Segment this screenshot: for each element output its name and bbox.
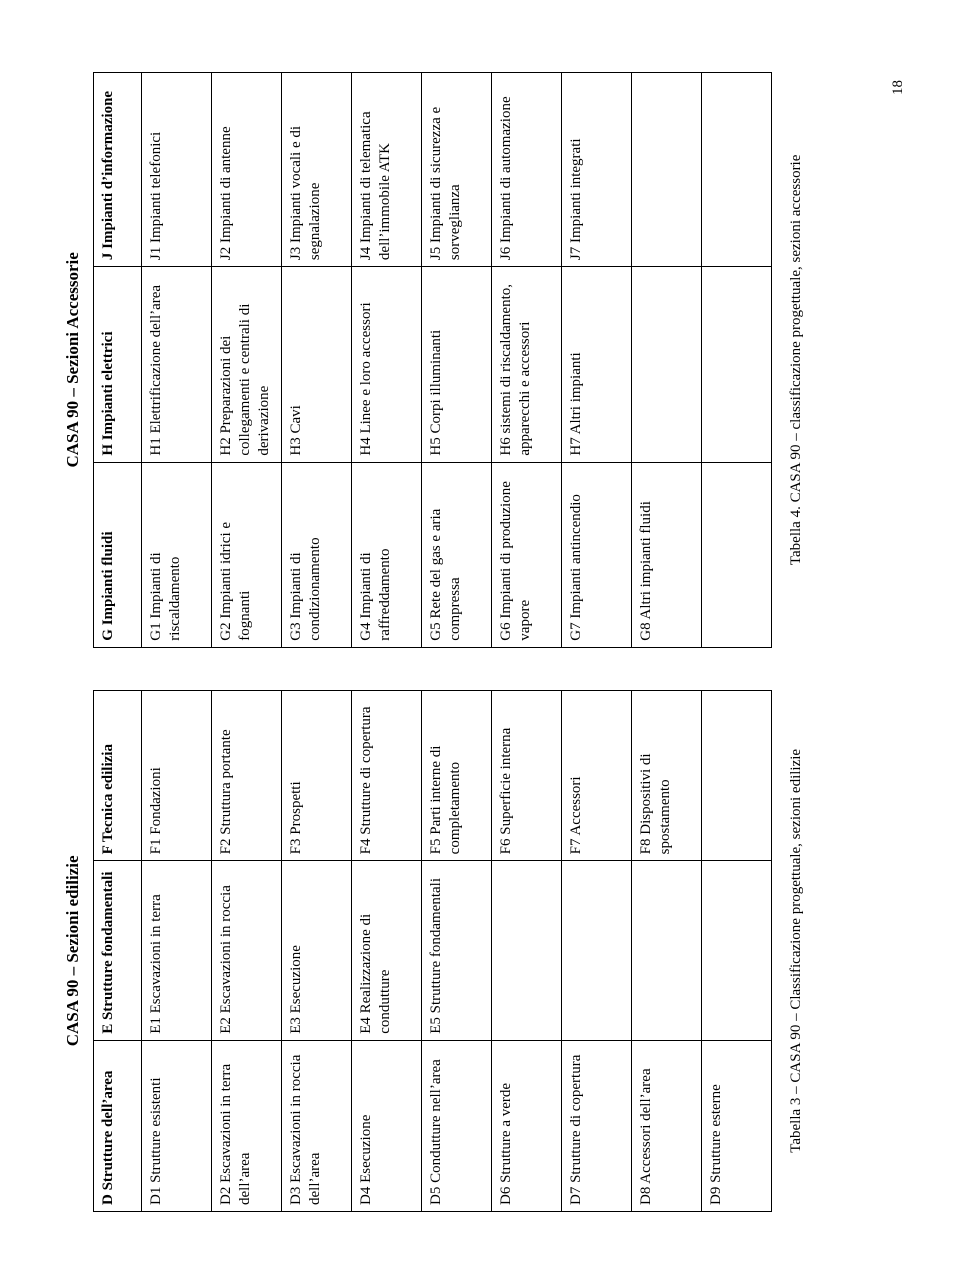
table-row: G7 Impianti antincendioH7 Altri impianti…: [562, 73, 632, 648]
col-header: H Impianti elettrici: [94, 267, 142, 463]
table-cell: H5 Corpi illuminanti: [422, 267, 492, 463]
table-cell: G2 Impianti idrici e fognanti: [212, 462, 282, 647]
table-row: D7 Strutture di copertura F7 Accessori: [562, 690, 632, 1211]
table-cell: J7 Impianti integrati: [562, 73, 632, 267]
tbody-left: D1 Strutture esistentiE1 Escavazioni in …: [142, 690, 772, 1211]
right-title: CASA 90 – Sezioni Accessorie: [63, 252, 83, 467]
table-cell: E2 Escavazioni in roccia: [212, 861, 282, 1040]
table-cell: D8 Accessori dell’area: [632, 1040, 702, 1211]
table-row: D3 Escavazioni in roccia dell’areaE3 Ese…: [282, 690, 352, 1211]
table-cell: F7 Accessori: [562, 690, 632, 861]
left-caption: Tabella 3 – CASA 90 – Classificazione pr…: [788, 749, 805, 1153]
table-cell: G8 Altri impianti fluidi: [632, 462, 702, 647]
table-cell: D5 Condutture nell’area: [422, 1040, 492, 1211]
table-cell: J1 Impianti telefonici: [142, 73, 212, 267]
table-cell: D4 Esecuzione: [352, 1040, 422, 1211]
table-cell: F5 Parti interne di completamento: [422, 690, 492, 861]
table-cell: F1 Fondazioni: [142, 690, 212, 861]
table-cell: E4 Realizzazione di condutture: [352, 861, 422, 1040]
table-cell: F6 Superficie interna: [492, 690, 562, 861]
col-header: F Tecnica edilizia: [94, 690, 142, 861]
table-cell: D1 Strutture esistenti: [142, 1040, 212, 1211]
table-right: G Impianti fluidi H Impianti elettrici J…: [93, 72, 772, 648]
table-row: G3 Impianti di condizionamentoH3 CaviJ3 …: [282, 73, 352, 648]
table-cell: E1 Escavazioni in terra: [142, 861, 212, 1040]
table-cell: J5 Impianti di sicurezza e sorveglianza: [422, 73, 492, 267]
table-cell: D7 Strutture di copertura: [562, 1040, 632, 1211]
table-row: G6 Impianti di produzione vaporeH6 siste…: [492, 73, 562, 648]
table-cell: D9 Strutture esterne: [702, 1040, 772, 1211]
table-cell: [702, 73, 772, 267]
table-cell: [492, 861, 562, 1040]
table-cell: [562, 861, 632, 1040]
page-number: 18: [890, 80, 907, 95]
table-cell: H3 Cavi: [282, 267, 352, 463]
table-cell: [702, 861, 772, 1040]
table-row: [702, 73, 772, 648]
table-cell: J3 Impianti vocali e di segnalazione: [282, 73, 352, 267]
left-title: CASA 90 – Sezioni edilizie: [63, 855, 83, 1046]
table-row: G8 Altri impianti fluidi: [632, 73, 702, 648]
table-cell: [702, 267, 772, 463]
table-cell: H6 sistemi di riscaldamento, apparecchi …: [492, 267, 562, 463]
table-cell: E3 Esecuzione: [282, 861, 352, 1040]
table-row: G2 Impianti idrici e fognantiH2 Preparaz…: [212, 73, 282, 648]
table-cell: G4 Impianti di raffreddamento: [352, 462, 422, 647]
table-row: D6 Strutture a verde F6 Superficie intern…: [492, 690, 562, 1211]
right-block: CASA 90 – Sezioni Accessorie G Impianti …: [63, 72, 805, 648]
table-cell: G1 Impianti di riscaldamento: [142, 462, 212, 647]
table-cell: D3 Escavazioni in roccia dell’area: [282, 1040, 352, 1211]
table-cell: F3 Prospetti: [282, 690, 352, 861]
tbody-right: G1 Impianti di riscaldamentoH1 Elettrifi…: [142, 73, 772, 648]
table-cell: H4 Linee e loro accessori: [352, 267, 422, 463]
table-row: D9 Strutture esterne: [702, 690, 772, 1211]
right-caption: Tabella 4. CASA 90 – classificazione pro…: [788, 155, 805, 565]
table-cell: G5 Rete del gas e aria compressa: [422, 462, 492, 647]
table-cell: G7 Impianti antincendio: [562, 462, 632, 647]
table-cell: G3 Impianti di condizionamento: [282, 462, 352, 647]
table-cell: D2 Escavazioni in terra dell’area: [212, 1040, 282, 1211]
table-row: D5 Condutture nell’areaE5 Strutture fond…: [422, 690, 492, 1211]
table-cell: H2 Preparazioni dei collegamenti e centr…: [212, 267, 282, 463]
table-row: G1 Impianti di riscaldamentoH1 Elettrifi…: [142, 73, 212, 648]
table-row: D1 Strutture esistentiE1 Escavazioni in …: [142, 690, 212, 1211]
table-cell: [702, 690, 772, 861]
table-row: D4 EsecuzioneE4 Realizzazione di condutt…: [352, 690, 422, 1211]
col-header: D Strutture dell’area: [94, 1040, 142, 1211]
table-row: G4 Impianti di raffreddamentoH4 Linee e …: [352, 73, 422, 648]
col-header: E Strutture fondamentali: [94, 861, 142, 1040]
table-cell: G6 Impianti di produzione vapore: [492, 462, 562, 647]
table-cell: F2 Struttura portante: [212, 690, 282, 861]
table-cell: F4 Strutture di copertura: [352, 690, 422, 861]
table-cell: E5 Strutture fondamentali: [422, 861, 492, 1040]
table-cell: F8 Dispositivi di spostamento: [632, 690, 702, 861]
table-cell: J6 Impianti di automazione: [492, 73, 562, 267]
col-header: G Impianti fluidi: [94, 462, 142, 647]
table-row: G5 Rete del gas e aria compressaH5 Corpi…: [422, 73, 492, 648]
table-cell: H1 Elettrificazione dell’area: [142, 267, 212, 463]
table-left: D Strutture dell’area E Strutture fondam…: [93, 690, 772, 1212]
table-cell: [632, 267, 702, 463]
table-cell: [702, 462, 772, 647]
table-cell: [632, 73, 702, 267]
table-row: D8 Accessori dell’area F8 Dispositivi di …: [632, 690, 702, 1211]
table-cell: D6 Strutture a verde: [492, 1040, 562, 1211]
table-cell: H7 Altri impianti: [562, 267, 632, 463]
left-block: CASA 90 – Sezioni edilizie D Strutture d…: [63, 690, 805, 1212]
table-cell: [632, 861, 702, 1040]
table-row: D2 Escavazioni in terra dell’areaE2 Esca…: [212, 690, 282, 1211]
table-cell: J2 Impianti di antenne: [212, 73, 282, 267]
table-cell: J4 Impianti di telematica dell’immobile …: [352, 73, 422, 267]
col-header: J Impianti d’informazione: [94, 73, 142, 267]
